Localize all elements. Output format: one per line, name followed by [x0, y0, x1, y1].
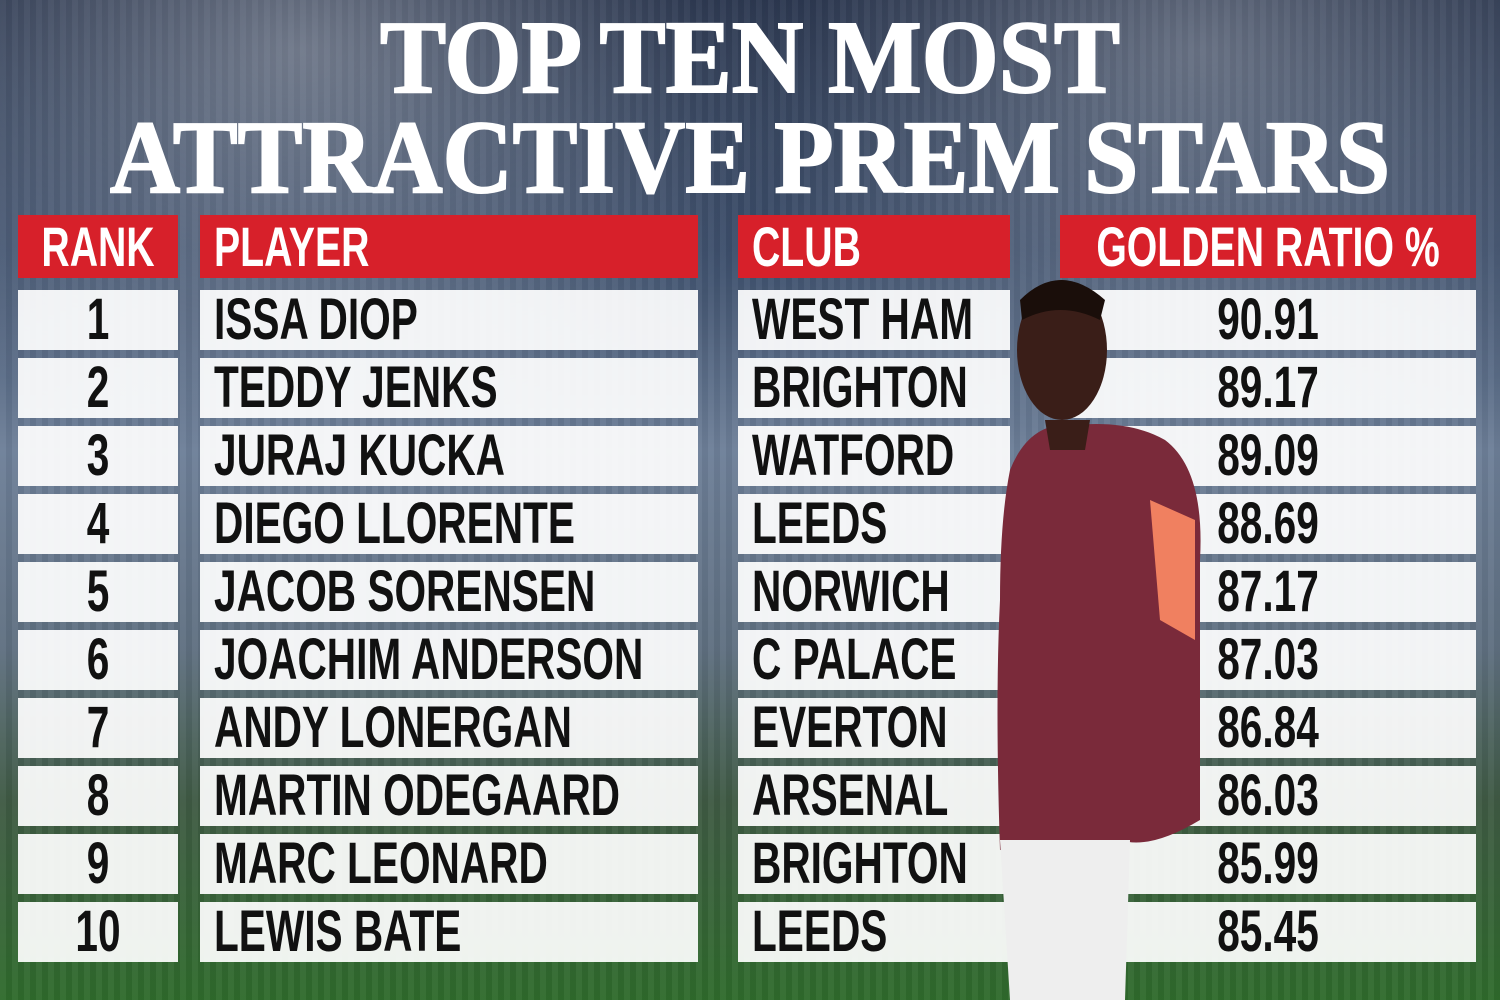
rank-cell: 8	[18, 766, 178, 826]
golden-ratio: 88.69	[1217, 494, 1319, 554]
club: BRIGHTON	[752, 358, 968, 418]
player-cell: ISSA DIOP	[200, 290, 698, 350]
club: ARSENAL	[752, 766, 949, 826]
club: BRIGHTON	[752, 834, 968, 894]
title-line: ATTRACTIVE PREM STARS	[110, 100, 1390, 210]
club: WATFORD	[752, 426, 955, 486]
golden-ratio-cell: 90.91	[1060, 290, 1476, 350]
player-cell: DIEGO LLORENTE	[200, 494, 698, 554]
column-header-cell: RANK	[18, 215, 178, 278]
player: MARTIN ODEGAARD	[214, 766, 620, 826]
rank: 2	[86, 358, 110, 418]
club-cell: WATFORD	[738, 426, 1010, 486]
golden-ratio-cell: 85.45	[1060, 902, 1476, 962]
golden-ratio-cell: 89.09	[1060, 426, 1476, 486]
club-cell: BRIGHTON	[738, 358, 1010, 418]
rank-cell: 2	[18, 358, 178, 418]
column-header: PLAYER	[214, 215, 370, 278]
club: NORWICH	[752, 562, 950, 622]
club-cell: WEST HAM	[738, 290, 1010, 350]
golden-ratio: 87.17	[1217, 562, 1319, 622]
club-cell: LEEDS	[738, 494, 1010, 554]
player-cell: JACOB SORENSEN	[200, 562, 698, 622]
player: JOACHIM ANDERSON	[214, 630, 644, 690]
player: MARC LEONARD	[214, 834, 548, 894]
golden-ratio: 89.17	[1217, 358, 1319, 418]
column-header: CLUB	[752, 215, 861, 278]
player: ISSA DIOP	[214, 290, 418, 350]
rank-cell: 9	[18, 834, 178, 894]
rank: 7	[86, 698, 110, 758]
club: WEST HAM	[752, 290, 974, 350]
golden-ratio-cell: 87.17	[1060, 562, 1476, 622]
rank-cell: 7	[18, 698, 178, 758]
golden-ratio: 85.45	[1217, 902, 1319, 962]
rank-cell: 4	[18, 494, 178, 554]
golden-ratio-cell: 86.03	[1060, 766, 1476, 826]
player-cell: MARC LEONARD	[200, 834, 698, 894]
title-area: TOP TEN MOST ATTRACTIVE PREM STARS	[109, 0, 1391, 210]
rank: 9	[86, 834, 110, 894]
club-cell: C PALACE	[738, 630, 1010, 690]
golden-ratio: 86.03	[1217, 766, 1319, 826]
rank: 1	[86, 290, 110, 350]
club-cell: NORWICH	[738, 562, 1010, 622]
column-header-cell: GOLDEN RATIO %	[1060, 215, 1476, 278]
player-cell: MARTIN ODEGAARD	[200, 766, 698, 826]
rank: 8	[86, 766, 110, 826]
rank: 6	[86, 630, 110, 690]
player-cell: LEWIS BATE	[200, 902, 698, 962]
column-header: RANK	[41, 215, 155, 278]
rank-cell: 6	[18, 630, 178, 690]
rank-cell: 3	[18, 426, 178, 486]
player: ANDY LONERGAN	[214, 698, 572, 758]
player-cell: JOACHIM ANDERSON	[200, 630, 698, 690]
rank: 10	[75, 902, 121, 962]
golden-ratio: 90.91	[1217, 290, 1319, 350]
column-header-cell: PLAYER	[200, 215, 698, 278]
player-cell: ANDY LONERGAN	[200, 698, 698, 758]
column-header: GOLDEN RATIO %	[1096, 215, 1440, 278]
club: LEEDS	[752, 494, 888, 554]
title-line: TOP TEN MOST	[380, 0, 1120, 115]
player-cell: JURAJ KUCKA	[200, 426, 698, 486]
club-cell: BRIGHTON	[738, 834, 1010, 894]
rank-cell: 1	[18, 290, 178, 350]
club-cell: EVERTON	[738, 698, 1010, 758]
club: LEEDS	[752, 902, 888, 962]
rank: 3	[86, 426, 110, 486]
golden-ratio: 89.09	[1217, 426, 1319, 486]
golden-ratio: 87.03	[1217, 630, 1319, 690]
golden-ratio-cell: 86.84	[1060, 698, 1476, 758]
golden-ratio: 85.99	[1217, 834, 1319, 894]
rank: 4	[86, 494, 110, 554]
player: TEDDY JENKS	[214, 358, 498, 418]
player: LEWIS BATE	[214, 902, 462, 962]
club-cell: ARSENAL	[738, 766, 1010, 826]
player-cell: TEDDY JENKS	[200, 358, 698, 418]
player: JURAJ KUCKA	[214, 426, 506, 486]
golden-ratio-cell: 87.03	[1060, 630, 1476, 690]
golden-ratio-cell: 88.69	[1060, 494, 1476, 554]
player: DIEGO LLORENTE	[214, 494, 575, 554]
golden-ratio-cell: 89.17	[1060, 358, 1476, 418]
player: JACOB SORENSEN	[214, 562, 596, 622]
rank-cell: 10	[18, 902, 178, 962]
column-header-cell: CLUB	[738, 215, 1010, 278]
golden-ratio-cell: 85.99	[1060, 834, 1476, 894]
club: EVERTON	[752, 698, 948, 758]
rank: 5	[86, 562, 110, 622]
rank-cell: 5	[18, 562, 178, 622]
golden-ratio: 86.84	[1217, 698, 1319, 758]
club-cell: LEEDS	[738, 902, 1010, 962]
club: C PALACE	[752, 630, 957, 690]
